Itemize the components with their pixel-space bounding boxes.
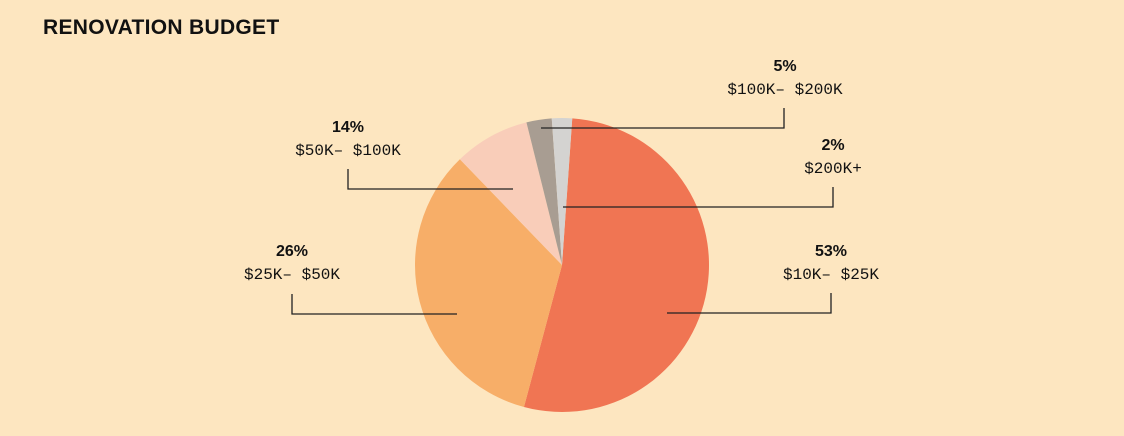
slice-10k-25k (523, 118, 710, 412)
pie-slices (415, 117, 710, 412)
label-range-100k-200k: $100K– $200K (727, 81, 843, 99)
label-range-25k-50k: $25K– $50K (244, 266, 340, 284)
leader-line-53 (667, 293, 832, 314)
chart-title: RENOVATION BUDGET (43, 16, 280, 39)
leader-line-2 (563, 187, 834, 208)
label-pct-10k-25k: 53% (815, 243, 847, 260)
slice-100k-200k (526, 118, 562, 265)
label-pct-200k-plus: 2% (821, 137, 844, 154)
slice-200k-plus (551, 117, 573, 265)
label-pct-100k-200k: 5% (773, 58, 796, 75)
label-pct-50k-100k: 14% (332, 119, 364, 136)
label-pct-25k-50k: 26% (276, 243, 308, 260)
slice-50k-100k (459, 122, 562, 265)
leader-line-14 (347, 169, 513, 190)
label-range-200k-plus: $200K+ (804, 160, 862, 178)
label-range-10k-25k: $10K– $25K (783, 266, 879, 284)
leader-line-26 (291, 294, 457, 315)
leader-line-5 (541, 108, 785, 129)
slice-25k-50k (415, 159, 562, 407)
label-range-50k-100k: $50K– $100K (295, 142, 401, 160)
